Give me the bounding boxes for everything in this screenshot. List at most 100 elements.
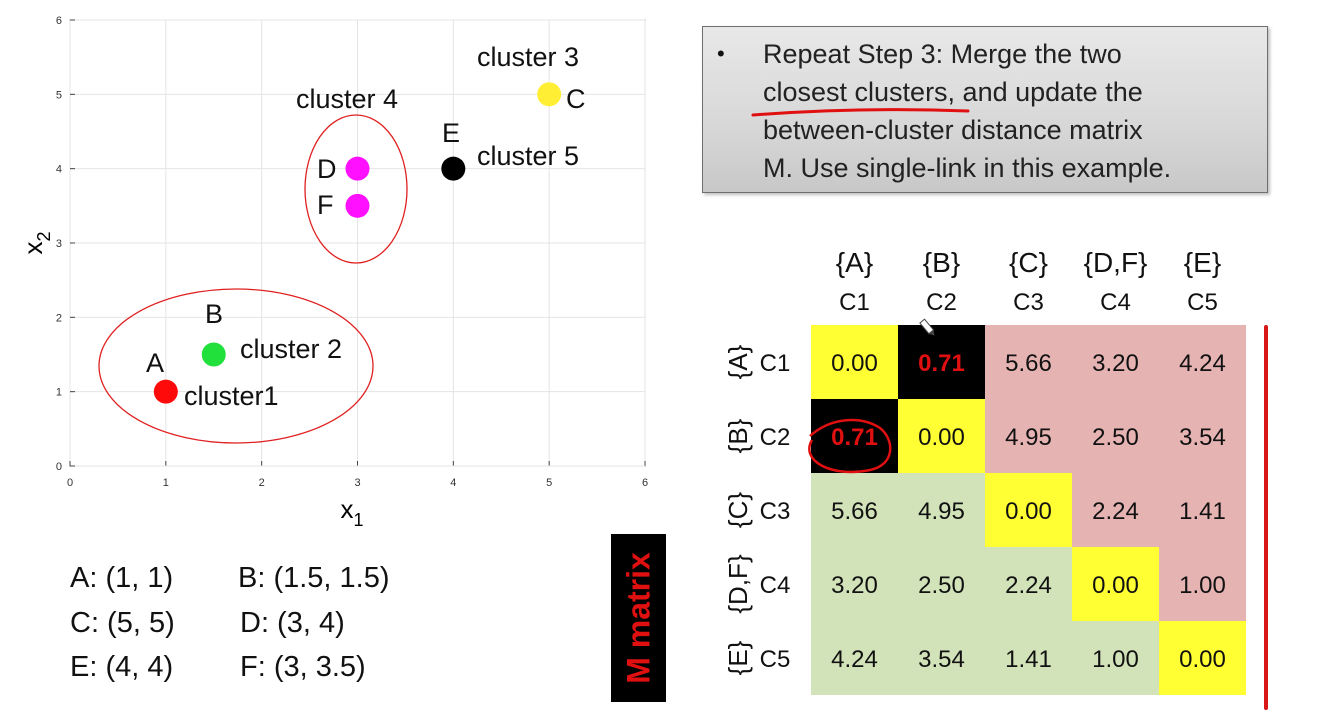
point-label-a: A — [146, 348, 164, 378]
data-points — [153, 82, 562, 404]
y-tick-label: 1 — [56, 387, 62, 399]
column-id-label: C5 — [1187, 289, 1218, 316]
matrix-cell — [811, 621, 898, 695]
cluster-label-4: cluster 4 — [296, 84, 398, 114]
y-tick-labels: 0 1 2 3 4 5 6 — [56, 15, 62, 473]
column-id-label: C4 — [1100, 289, 1131, 316]
x-tick-label: 1 — [163, 477, 169, 489]
scatter-plot: 0 1 2 3 4 5 6 0 1 2 3 4 5 6 x1 x2 A B C D E F cluste… — [18, 15, 648, 530]
matrix-cell — [811, 399, 898, 473]
x-tick-label: 0 — [67, 477, 73, 489]
m-matrix-label-box: M matrix — [611, 534, 666, 702]
row-id-label: C3 — [760, 498, 791, 525]
matrix-value: 1.41 — [1005, 646, 1052, 673]
matrix-value: 0.00 — [1179, 646, 1226, 673]
matrix-cell — [985, 473, 1072, 547]
matrix-value: 0.00 — [1005, 498, 1052, 525]
data-point-c — [537, 82, 562, 107]
column-set-label: {E} — [1184, 247, 1221, 278]
matrix-headers: {A} C1 {B} C2 {C} C3 {D,F} C4 {E} C5 {A} C1 {B} C2 {C}… — [723, 247, 1221, 675]
data-point-d — [345, 156, 370, 181]
gridlines — [69, 19, 646, 467]
row-id-label: C1 — [760, 350, 791, 377]
handwritten-vertical-mark — [1264, 325, 1268, 710]
y-tick-label: 3 — [56, 238, 62, 250]
point-labels: A B C D E F — [146, 84, 586, 378]
column-id-label: C3 — [1013, 289, 1044, 316]
column-set-label: {B} — [923, 247, 960, 278]
column-set-label: {C} — [1009, 247, 1048, 278]
point-label-c: C — [566, 84, 586, 114]
matrix-value: 3.20 — [831, 572, 878, 599]
matrix-cell — [898, 473, 985, 547]
coord-f: F: (3, 3.5) — [240, 651, 366, 683]
matrix-cell — [1072, 325, 1159, 399]
handwritten-underline — [751, 108, 970, 117]
matrix-value: 0.71 — [831, 424, 878, 451]
matrix-value: 0.71 — [918, 350, 965, 377]
x-axis-label: x1 — [340, 494, 363, 530]
matrix-cell — [811, 473, 898, 547]
matrix-value: 3.54 — [1179, 424, 1226, 451]
circle-annotation — [808, 418, 892, 474]
matrix-value: 2.24 — [1005, 572, 1052, 599]
matrix-cell — [811, 325, 898, 399]
matrix-cells: 0.00 0.71 5.66 3.20 4.24 0.71 0.00 4.95 2.50 3.54… — [811, 325, 1246, 695]
matrix-cell — [1072, 621, 1159, 695]
data-point-a — [153, 379, 178, 404]
matrix-value: 4.95 — [918, 498, 965, 525]
cluster-labels: cluster1 cluster 2 cluster 3 cluster 4 c… — [184, 42, 579, 411]
matrix-cell — [898, 621, 985, 695]
m-matrix-label: M matrix — [620, 552, 656, 684]
matrix-cell — [985, 621, 1072, 695]
matrix-value: 2.24 — [1092, 498, 1139, 525]
row-id-label: C4 — [760, 572, 791, 599]
y-tick-label: 5 — [56, 89, 62, 101]
matrix-value: 2.50 — [918, 572, 965, 599]
coord-c: C: (5, 5) — [70, 607, 175, 639]
row-set-label: {B} — [723, 418, 753, 453]
point-label-b: B — [205, 299, 223, 329]
matrix-value: 5.66 — [1005, 350, 1052, 377]
y-tick-label: 2 — [56, 312, 62, 324]
matrix-cell — [1159, 547, 1246, 621]
matrix-cell — [1159, 621, 1246, 695]
matrix-value: 1.41 — [1179, 498, 1226, 525]
matrix-cell — [898, 547, 985, 621]
matrix-cell — [1159, 473, 1246, 547]
matrix-value: 3.20 — [1092, 350, 1139, 377]
matrix-value: 4.24 — [831, 646, 878, 673]
matrix-cell — [1072, 473, 1159, 547]
bullet: • — [717, 41, 725, 66]
matrix-cell — [811, 547, 898, 621]
matrix-cell — [985, 325, 1072, 399]
row-set-label: {E} — [723, 640, 753, 675]
matrix-value: 1.00 — [1179, 572, 1226, 599]
matrix-cell — [985, 399, 1072, 473]
data-point-f — [345, 193, 370, 218]
x-tick-label: 5 — [546, 477, 552, 489]
matrix-cell — [985, 547, 1072, 621]
column-set-label: {A} — [836, 247, 873, 278]
x-tick-label: 4 — [450, 477, 456, 489]
matrix-value: 2.50 — [1092, 424, 1139, 451]
coord-a: A: (1, 1) — [70, 562, 174, 594]
point-label-f: F — [317, 190, 334, 220]
row-set-label: {D,F} — [723, 554, 753, 614]
point-label-d: D — [317, 154, 337, 184]
matrix-cell — [1159, 325, 1246, 399]
row-id-label: C2 — [760, 424, 791, 451]
cluster-ellipse-1-2 — [98, 288, 374, 444]
point-label-e: E — [442, 118, 460, 148]
coord-e: E: (4, 4) — [70, 651, 174, 683]
matrix-value: 4.95 — [1005, 424, 1052, 451]
matrix-value: 0.00 — [1092, 572, 1139, 599]
coord-b: B: (1.5, 1.5) — [238, 562, 390, 594]
row-id-label: C5 — [760, 646, 791, 673]
handwritten-annotations — [808, 318, 935, 474]
y-tick-label: 6 — [56, 15, 62, 27]
matrix-value: 5.66 — [831, 498, 878, 525]
note-line-2: closest clusters, and update the — [763, 77, 1143, 107]
matrix-value: 3.54 — [918, 646, 965, 673]
x-tick-label: 6 — [642, 477, 648, 489]
